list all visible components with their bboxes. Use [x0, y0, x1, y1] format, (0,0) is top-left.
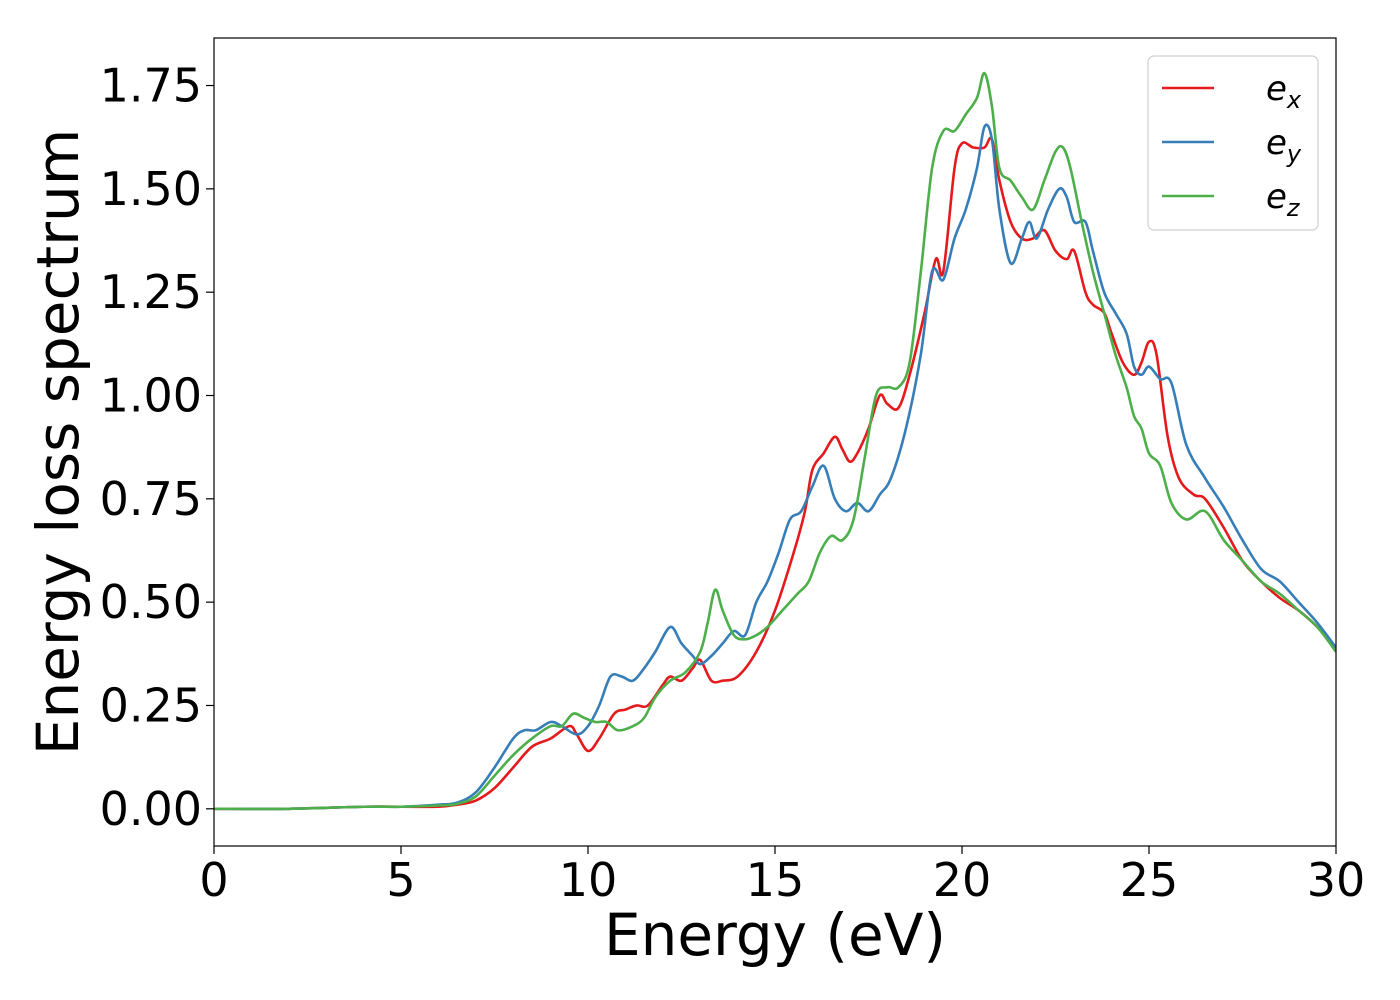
legend-label-y: ey: [1266, 123, 1302, 168]
legend-label-z: ez: [1266, 177, 1301, 222]
y-tick-label: 0.75: [100, 472, 202, 526]
series-line-y: [214, 123, 1336, 811]
y-tick-label: 1.50: [100, 162, 202, 216]
x-axis-label: Energy (eV): [604, 901, 946, 969]
x-tick-label: 30: [1307, 853, 1366, 907]
y-tick-label: 1.75: [100, 59, 202, 113]
series-line-z: [214, 71, 1336, 811]
y-tick-label: 0.50: [100, 575, 202, 629]
x-tick-label: 15: [746, 853, 805, 907]
legend: ex ey ez: [1147, 55, 1319, 231]
x-tick-label: 20: [933, 853, 992, 907]
x-tick-label: 10: [559, 853, 618, 907]
x-tick-label: 5: [386, 853, 415, 907]
y-axis-label: Energy loss spectrum: [24, 129, 92, 755]
y-axis-ticks: 0.00 0.25 0.50 0.75 1.00 1.25 1.50 1.75: [100, 59, 214, 836]
x-tick-label: 0: [199, 853, 228, 907]
series-layer: [214, 71, 1336, 811]
legend-label-x: ex: [1266, 69, 1302, 114]
x-tick-label: 25: [1120, 853, 1179, 907]
legend-box: [1147, 55, 1319, 231]
y-tick-label: 0.25: [100, 678, 202, 732]
y-tick-label: 0.00: [100, 782, 202, 836]
y-tick-label: 1.25: [100, 265, 202, 319]
series-line-x: [214, 136, 1336, 811]
y-tick-label: 1.00: [100, 369, 202, 423]
x-axis-ticks: 0 5 10 15 20 25 30: [199, 846, 1365, 907]
